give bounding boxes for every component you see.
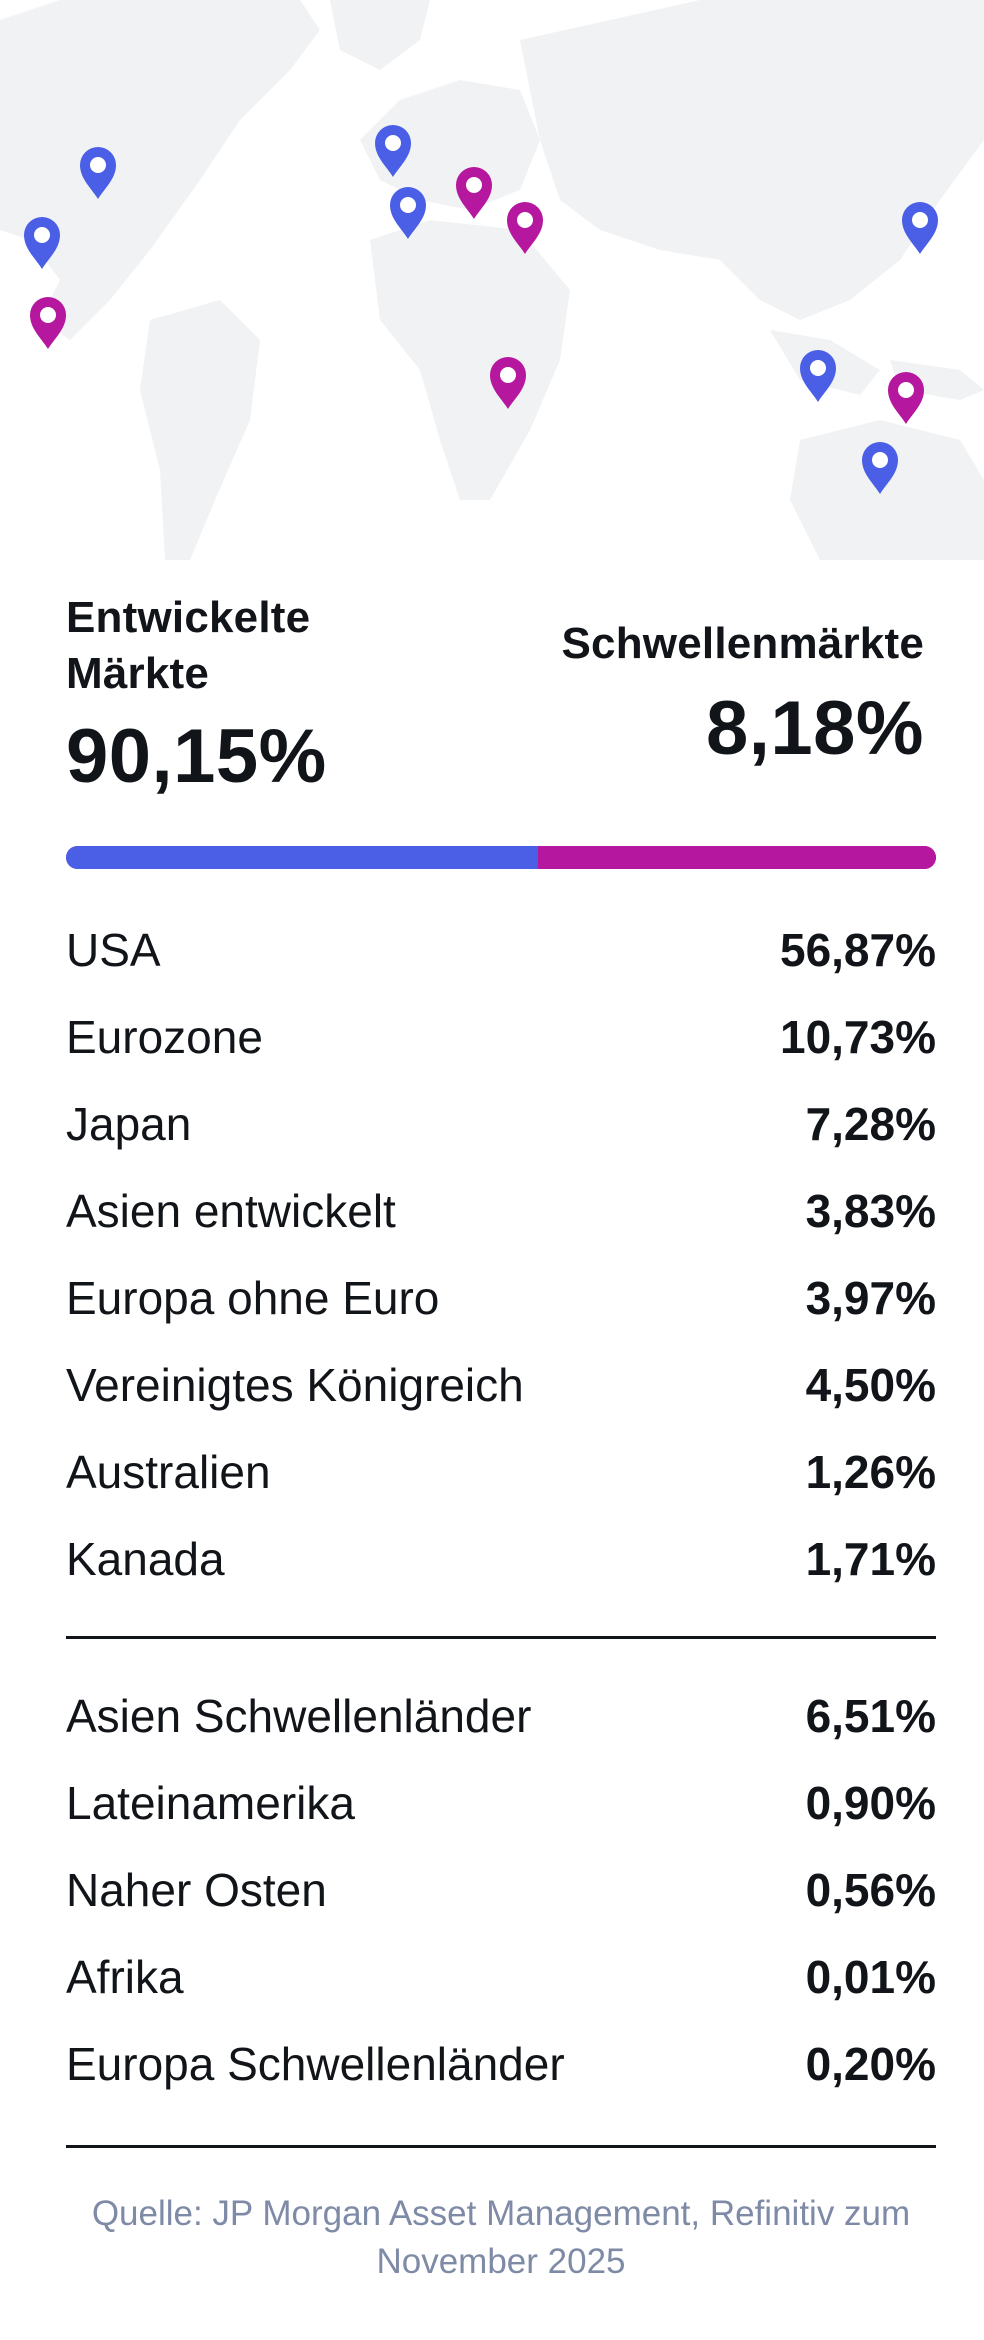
region-value: 0,56% [805,1863,936,1916]
region-name: Europa Schwellenländer [66,2037,565,2090]
region-row: Asien entwickelt 3,83% [66,1167,936,1254]
region-row: Asien Schwellenländer 6,51% [66,1672,936,1759]
allocation-bar-developed [66,846,539,869]
map-pin-icon [30,297,66,349]
region-row: Europa ohne Euro 3,97% [66,1254,936,1341]
map-pin-icon [800,350,836,402]
map-pin-icon [902,202,938,254]
map-pin-icon [456,167,492,219]
market-summary: Entwickelte Märkte 90,15% Schwellenmärkt… [66,580,936,810]
region-row: Australien 1,26% [66,1428,936,1515]
map-pin-icon [888,372,924,424]
region-value: 3,83% [805,1184,936,1237]
region-name: Lateinamerika [66,1776,355,1829]
region-name: Japan [66,1097,192,1150]
region-name: Vereinigtes Königreich [66,1358,524,1411]
developed-markets-value: 90,15% [66,714,327,799]
region-value: 1,71% [805,1532,936,1585]
allocation-bar-emerging [538,846,936,869]
emerging-markets-summary: Schwellenmärkte 8,18% [562,616,925,774]
region-name: Eurozone [66,1010,263,1063]
map-pin-icon [24,217,60,269]
region-row: Europa Schwellenländer 0,20% [66,2020,936,2107]
map-pin-icon [390,187,426,239]
region-row: Afrika 0,01% [66,1933,936,2020]
region-name: Afrika [66,1950,184,2003]
region-row: Vereinigtes Königreich 4,50% [66,1341,936,1428]
region-value: 7,28% [805,1097,936,1150]
region-name: USA [66,923,161,976]
region-row: Naher Osten 0,56% [66,1846,936,1933]
region-value: 3,97% [805,1271,936,1324]
region-name: Naher Osten [66,1863,327,1916]
emerging-markets-value: 8,18% [706,686,924,771]
developed-markets-title: Entwickelte Märkte [66,593,311,698]
region-value: 56,87% [779,923,936,976]
map-pin-icon [375,125,411,177]
region-value: 4,50% [805,1358,936,1411]
map-pin-icon [80,147,116,199]
map-landmass [0,0,984,560]
region-row: Lateinamerika 0,90% [66,1759,936,1846]
region-value: 1,26% [805,1445,936,1498]
region-row: Eurozone 10,73% [66,993,936,1080]
section-divider-bottom [66,2145,936,2148]
region-name: Asien entwickelt [66,1184,396,1237]
emerging-regions-list: Asien Schwellenländer 6,51% Lateinamerika 0… [66,1672,936,2107]
source-note: Quelle: JP Morgan Asset Management, Refi… [91,2194,911,2281]
allocation-bar [66,846,936,869]
map-pin-icon [490,357,526,409]
region-value: 0,20% [805,2037,936,2090]
emerging-markets-title: Schwellenmärkte [561,619,924,668]
region-name: Asien Schwellenländer [66,1689,532,1742]
region-value: 0,90% [805,1776,936,1829]
section-divider [66,1636,936,1639]
world-map [0,0,984,560]
region-name: Kanada [66,1532,225,1585]
region-name: Europa ohne Euro [66,1271,440,1324]
region-value: 10,73% [779,1010,936,1063]
region-value: 6,51% [805,1689,936,1742]
developed-markets-summary: Entwickelte Märkte 90,15% [66,590,426,802]
map-pin-icon [862,442,898,494]
region-row: Japan 7,28% [66,1080,936,1167]
region-name: Australien [66,1445,271,1498]
region-row: Kanada 1,71% [66,1515,936,1602]
region-row: USA 56,87% [66,906,936,993]
region-value: 0,01% [805,1950,936,2003]
developed-regions-list: USA 56,87% Eurozone 10,73% Japan 7,28% Asien e… [66,906,936,1602]
map-pin-icon [507,202,543,254]
